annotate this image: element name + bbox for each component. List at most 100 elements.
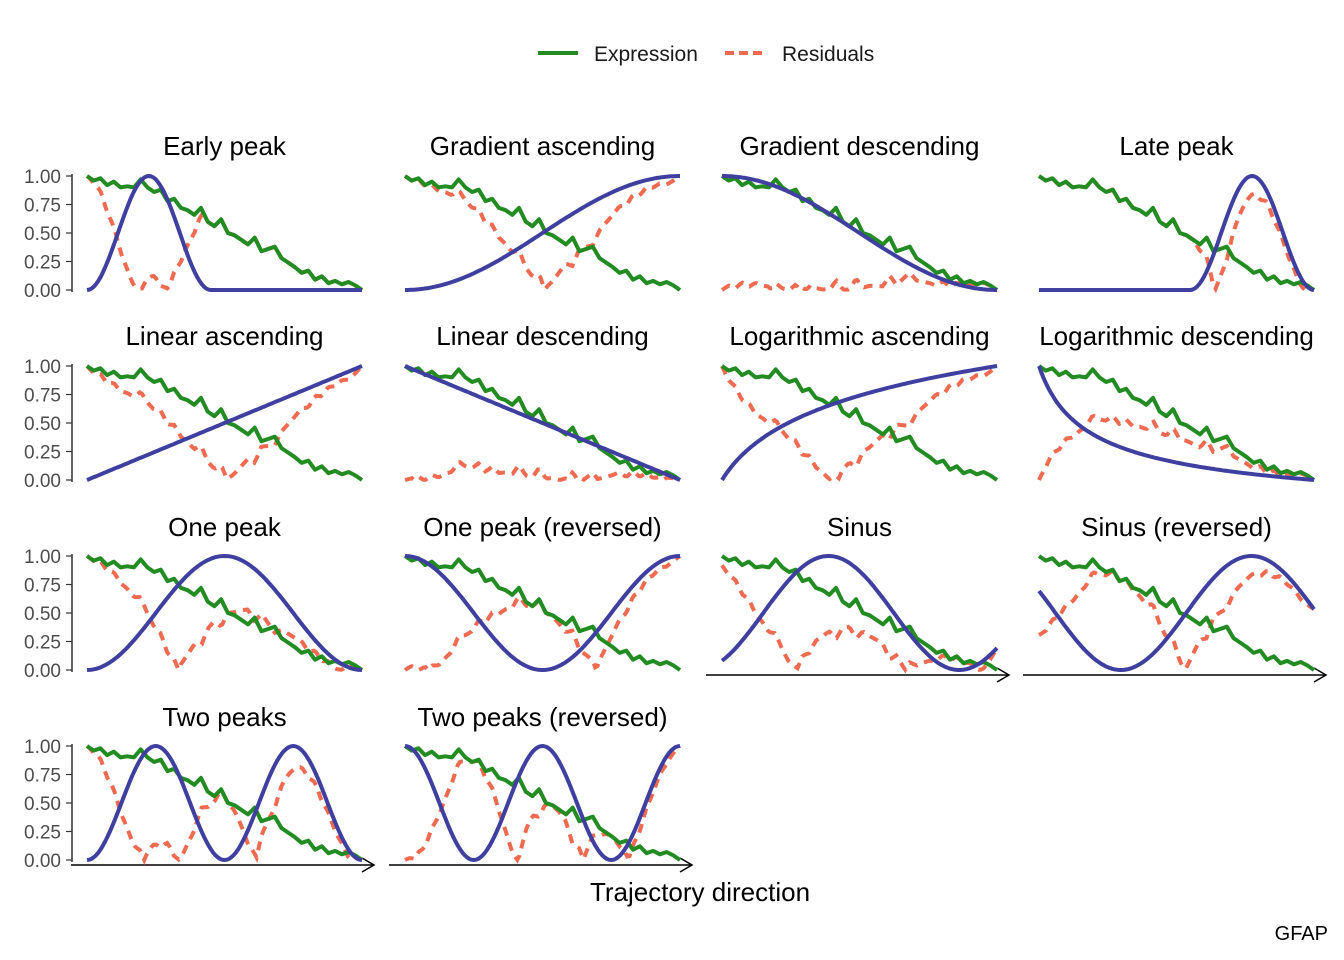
panel-title: Logarithmic ascending <box>729 321 989 351</box>
expression-line <box>85 554 364 672</box>
y-tick-label: 1.00 <box>24 357 61 378</box>
residuals-line <box>720 564 999 674</box>
panel-one-peak: One peak 0.00 0.25 0.50 0.75 1.00 <box>24 512 364 682</box>
pattern-line <box>1037 365 1315 482</box>
panel-two-peaks-rev: Two peaks (reversed) <box>389 702 694 873</box>
panel-late-peak: Late peak <box>1037 131 1316 294</box>
residuals-line <box>403 554 682 673</box>
panel-title: Two peaks <box>162 702 286 732</box>
pattern-line <box>86 174 362 292</box>
y-tick-label: 0.25 <box>24 443 61 464</box>
y-tick-label: 0.00 <box>24 471 61 492</box>
y-tick-label: 0.75 <box>24 766 61 787</box>
panel-two-peaks: Two peaks 0.00 0.25 0.50 0.75 1.00 <box>24 702 376 873</box>
expression-line <box>403 744 682 862</box>
y-tick-label: 0.75 <box>24 576 61 597</box>
panel-title: Logarithmic descending <box>1039 321 1314 351</box>
panel-title: Early peak <box>163 131 287 161</box>
y-axis: 0.00 0.25 0.50 0.75 1.00 <box>24 737 73 872</box>
residuals-line <box>403 174 682 294</box>
panel-title: Gradient descending <box>740 131 980 161</box>
pattern-line <box>86 364 363 482</box>
residuals-line <box>404 744 682 865</box>
panel-early-peak: Early peak 0.00 0.25 0.50 0.75 1.00 <box>24 131 364 302</box>
x-axis-arrowhead <box>1313 667 1328 683</box>
residuals-line <box>85 554 364 675</box>
panel-title: Two peaks (reversed) <box>418 702 668 732</box>
x-axis-arrowhead <box>996 667 1011 683</box>
residuals-line <box>404 460 681 483</box>
x-axis-arrowhead <box>679 857 694 873</box>
pattern-line <box>405 174 680 292</box>
legend-label-expression: Expression <box>594 43 698 66</box>
residuals-line <box>85 174 364 292</box>
pattern-line <box>720 554 999 672</box>
y-tick-label: 0.75 <box>24 386 61 407</box>
expression-line <box>85 744 364 862</box>
residuals-line <box>720 270 999 293</box>
panel-title: Sinus <box>827 512 892 542</box>
pattern-line <box>720 364 998 482</box>
expression-line <box>85 364 364 482</box>
panel-sinus-rev: Sinus (reversed) <box>1023 512 1328 683</box>
pattern-line <box>404 364 681 482</box>
panel-title: Sinus (reversed) <box>1081 512 1272 542</box>
panel-log-asc: Logarithmic ascending <box>720 321 999 482</box>
y-tick-label: 1.00 <box>24 167 61 188</box>
panel-title: Linear ascending <box>125 321 323 351</box>
y-tick-label: 0.00 <box>24 851 61 872</box>
panel-title: Gradient ascending <box>430 131 655 161</box>
panel-title: One peak (reversed) <box>423 512 661 542</box>
expression-line <box>403 364 682 482</box>
expression-line <box>1037 174 1316 292</box>
panel-gradient-asc: Gradient ascending <box>403 131 682 294</box>
residuals-line <box>1038 568 1316 672</box>
y-tick-label: 0.50 <box>24 604 61 625</box>
facet-panels: Early peak 0.00 0.25 0.50 0.75 1.00 Gradient a… <box>24 131 1328 873</box>
panel-log-desc: Logarithmic descending <box>1037 321 1316 482</box>
pattern-line <box>404 744 681 862</box>
pattern-line <box>404 554 681 672</box>
x-axis-arrowhead <box>361 857 376 873</box>
caption-gene: GFAP <box>1275 923 1328 945</box>
residuals-line <box>85 744 363 866</box>
panel-title: Late peak <box>1119 131 1234 161</box>
y-tick-label: 0.50 <box>24 794 61 815</box>
panel-linear-desc: Linear descending <box>403 321 682 483</box>
panel-linear-asc: Linear ascending 0.00 0.25 0.50 0.75 1.00 <box>24 321 364 492</box>
y-tick-label: 0.00 <box>24 281 61 302</box>
panel-title: One peak <box>168 512 282 542</box>
expression-line <box>720 364 999 482</box>
y-tick-label: 0.25 <box>24 253 61 274</box>
y-tick-label: 0.50 <box>24 414 61 435</box>
y-tick-label: 1.00 <box>24 737 61 758</box>
y-tick-label: 0.75 <box>24 196 61 217</box>
y-tick-label: 0.25 <box>24 823 61 844</box>
pattern-line <box>86 554 363 672</box>
expression-line <box>85 174 364 292</box>
y-axis: 0.00 0.25 0.50 0.75 1.00 <box>24 547 73 682</box>
residuals-line <box>720 364 999 482</box>
pattern-line <box>1039 174 1315 292</box>
expression-line <box>1037 554 1316 672</box>
expression-line <box>720 554 999 672</box>
y-axis: 0.00 0.25 0.50 0.75 1.00 <box>24 357 73 492</box>
expression-line <box>403 174 682 292</box>
pattern-line <box>86 744 363 862</box>
panel-sinus: Sinus <box>706 512 1011 683</box>
residuals-line <box>1037 174 1315 294</box>
expression-line <box>1037 364 1316 482</box>
legend: Expression Residuals <box>538 43 874 66</box>
expression-line <box>720 174 999 292</box>
expression-line <box>403 554 682 672</box>
y-axis: 0.00 0.25 0.50 0.75 1.00 <box>24 167 73 302</box>
y-tick-label: 0.25 <box>24 633 61 654</box>
x-axis-title: Trajectory direction <box>590 877 810 907</box>
panel-gradient-desc: Gradient descending <box>720 131 999 293</box>
residuals-line <box>85 364 364 482</box>
pattern-line <box>1037 554 1316 672</box>
panel-one-peak-rev: One peak (reversed) <box>403 512 682 673</box>
y-tick-label: 0.00 <box>24 661 61 682</box>
legend-label-residuals: Residuals <box>782 43 874 66</box>
